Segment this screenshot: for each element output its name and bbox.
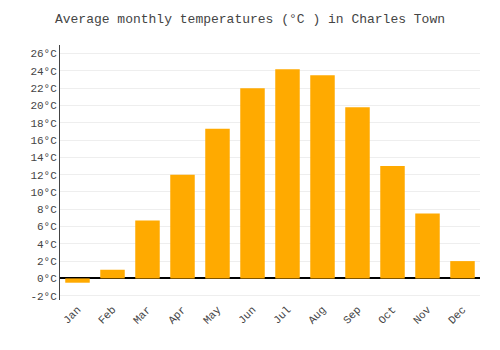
svg-text:26°C: 26°C bbox=[30, 48, 57, 60]
svg-text:Jan: Jan bbox=[61, 304, 83, 326]
svg-text:Aug: Aug bbox=[306, 304, 328, 326]
svg-text:Oct: Oct bbox=[376, 304, 398, 326]
svg-text:Mar: Mar bbox=[131, 304, 153, 326]
svg-text:May: May bbox=[201, 304, 224, 327]
svg-text:Jul: Jul bbox=[271, 304, 293, 326]
svg-text:18°C: 18°C bbox=[30, 118, 57, 130]
svg-text:10°C: 10°C bbox=[30, 187, 57, 199]
svg-text:Sep: Sep bbox=[341, 304, 363, 326]
svg-text:8°C: 8°C bbox=[37, 204, 57, 216]
svg-text:Average monthly temperatures (: Average monthly temperatures (°C ) in Ch… bbox=[55, 12, 445, 27]
svg-text:2°C: 2°C bbox=[37, 256, 57, 268]
svg-text:16°C: 16°C bbox=[30, 135, 57, 147]
svg-text:Dec: Dec bbox=[446, 304, 468, 326]
svg-text:6°C: 6°C bbox=[37, 221, 57, 233]
svg-text:22°C: 22°C bbox=[30, 83, 57, 95]
svg-text:20°C: 20°C bbox=[30, 100, 57, 112]
svg-text:-2°C: -2°C bbox=[30, 291, 57, 303]
svg-text:24°C: 24°C bbox=[30, 66, 57, 78]
svg-text:Apr: Apr bbox=[166, 304, 188, 326]
svg-text:14°C: 14°C bbox=[30, 152, 57, 164]
svg-text:0°C: 0°C bbox=[37, 273, 57, 285]
svg-text:Feb: Feb bbox=[96, 304, 118, 326]
svg-text:12°C: 12°C bbox=[30, 170, 57, 182]
svg-text:Jun: Jun bbox=[236, 304, 258, 326]
svg-text:Nov: Nov bbox=[411, 304, 434, 327]
svg-text:4°C: 4°C bbox=[37, 239, 57, 251]
